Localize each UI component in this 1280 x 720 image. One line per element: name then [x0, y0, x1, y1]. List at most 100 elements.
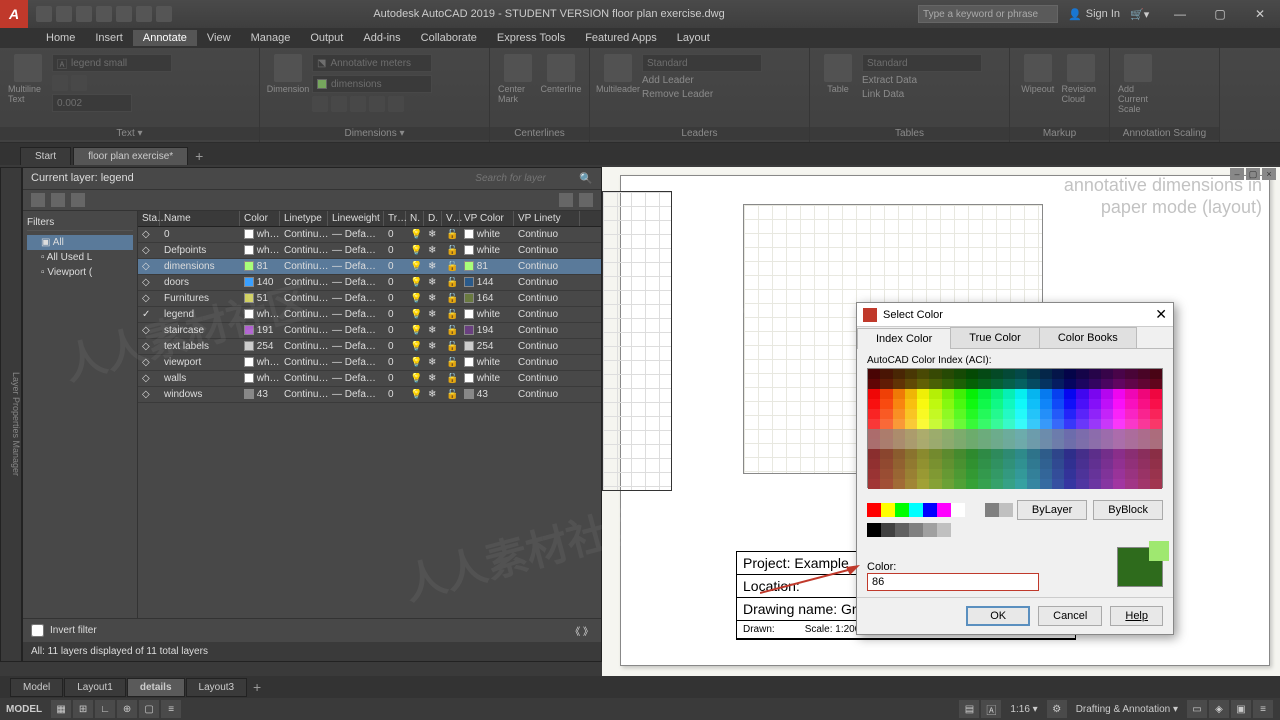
layer-row[interactable]: ◇Furnitures 51Continu…— Defa…0💡❄🔓 164Con… [138, 291, 601, 307]
layer-row[interactable]: ✓legend wh…Continu…— Defa…0💡❄🔓 whiteCont… [138, 307, 601, 323]
aci-swatch[interactable] [1003, 429, 1015, 439]
aci-swatch[interactable] [1150, 379, 1162, 389]
aci-swatch[interactable] [942, 439, 954, 449]
aci-swatch[interactable] [1125, 459, 1137, 469]
aci-swatch[interactable] [917, 379, 929, 389]
aci-swatch[interactable] [966, 469, 978, 479]
aci-swatch[interactable] [905, 469, 917, 479]
aci-swatch[interactable] [978, 369, 990, 379]
aci-swatch[interactable] [978, 419, 990, 429]
aci-swatch[interactable] [880, 449, 892, 459]
aci-swatch[interactable] [1113, 439, 1125, 449]
aci-swatch[interactable] [1064, 449, 1076, 459]
aci-swatch[interactable] [1101, 389, 1113, 399]
ribbon-tab-express[interactable]: Express Tools [487, 30, 575, 46]
add-doc-tab[interactable]: + [190, 147, 208, 165]
color-value-input[interactable] [867, 573, 1039, 591]
layout-tab-details[interactable]: details [127, 678, 185, 697]
aci-swatch[interactable] [942, 409, 954, 419]
aci-swatch[interactable] [1125, 479, 1137, 489]
aci-swatch[interactable] [978, 389, 990, 399]
aci-swatch[interactable] [917, 439, 929, 449]
aci-swatch[interactable] [966, 429, 978, 439]
mid-grays[interactable] [985, 503, 1013, 517]
sb-model[interactable]: MODEL [6, 704, 42, 715]
revcloud-button[interactable]: Revision Cloud [1062, 54, 1102, 104]
aci-swatch[interactable] [1015, 369, 1027, 379]
dim-tool3[interactable] [350, 96, 366, 112]
aci-swatch[interactable] [929, 369, 941, 379]
close-button[interactable]: ✕ [1240, 0, 1280, 28]
aci-swatch[interactable] [905, 389, 917, 399]
aci-swatch[interactable] [917, 429, 929, 439]
aci-swatch[interactable] [905, 479, 917, 489]
filter-viewport[interactable]: ▫ Viewport ( [27, 265, 133, 280]
aci-swatch[interactable] [893, 369, 905, 379]
aci-swatch[interactable] [1089, 479, 1101, 489]
aci-swatch[interactable] [1040, 459, 1052, 469]
aci-swatch[interactable] [1101, 399, 1113, 409]
aci-swatch[interactable] [893, 479, 905, 489]
std-color-swatch[interactable] [909, 503, 923, 517]
aci-swatch[interactable] [1015, 409, 1027, 419]
aci-swatch[interactable] [1040, 419, 1052, 429]
aci-swatch[interactable] [954, 429, 966, 439]
aci-swatch[interactable] [991, 379, 1003, 389]
dim-tool4[interactable] [369, 96, 385, 112]
aci-swatch[interactable] [1076, 369, 1088, 379]
aci-swatch[interactable] [868, 479, 880, 489]
aci-swatch[interactable] [893, 419, 905, 429]
aci-swatch[interactable] [1003, 459, 1015, 469]
dim-tool5[interactable] [388, 96, 404, 112]
aci-swatch[interactable] [1125, 439, 1137, 449]
aci-swatch[interactable] [1040, 479, 1052, 489]
aci-swatch[interactable] [880, 479, 892, 489]
aci-swatch[interactable] [1064, 389, 1076, 399]
layer-row[interactable]: ◇text labels 254Continu…— Defa…0💡❄🔓 254C… [138, 339, 601, 355]
gray-shades[interactable] [867, 523, 1163, 537]
exchange-icon[interactable]: 🛒▾ [1130, 8, 1160, 21]
aci-swatch[interactable] [1125, 469, 1137, 479]
aci-swatch[interactable] [991, 469, 1003, 479]
aci-swatch[interactable] [880, 369, 892, 379]
aci-swatch[interactable] [929, 469, 941, 479]
aci-swatch[interactable] [1015, 459, 1027, 469]
aci-swatch[interactable] [1027, 459, 1039, 469]
aci-swatch[interactable] [954, 399, 966, 409]
aci-swatch[interactable] [1150, 369, 1162, 379]
aci-swatch[interactable] [1003, 379, 1015, 389]
aci-swatch[interactable] [868, 419, 880, 429]
aci-swatch[interactable] [1150, 439, 1162, 449]
std-color-swatch[interactable] [937, 503, 951, 517]
aci-swatch[interactable] [991, 389, 1003, 399]
aci-swatch[interactable] [1064, 409, 1076, 419]
aci-swatch[interactable] [991, 479, 1003, 489]
tab-color-books[interactable]: Color Books [1039, 327, 1137, 348]
aci-swatch[interactable] [1076, 469, 1088, 479]
aci-swatch[interactable] [1089, 369, 1101, 379]
aci-swatch[interactable] [942, 399, 954, 409]
aci-swatch[interactable] [868, 389, 880, 399]
aci-swatch[interactable] [1076, 399, 1088, 409]
doc-tab-file[interactable]: floor plan exercise* [73, 147, 188, 165]
sb-custom-icon[interactable]: ≡ [1253, 700, 1273, 718]
new-layer-vp-icon[interactable] [51, 193, 65, 207]
aci-swatch[interactable] [1150, 399, 1162, 409]
layer-row[interactable]: ◇windows 43Continu…— Defa…0💡❄🔓 43Continu… [138, 387, 601, 403]
aci-swatch[interactable] [1113, 449, 1125, 459]
std-color-swatch[interactable] [881, 503, 895, 517]
aci-swatch[interactable] [1113, 459, 1125, 469]
aci-swatch[interactable] [1076, 429, 1088, 439]
aci-swatch[interactable] [1064, 399, 1076, 409]
aci-swatch[interactable] [1089, 379, 1101, 389]
signin-button[interactable]: 👤 Sign In [1058, 8, 1130, 21]
search-icon[interactable]: 🔍 [579, 172, 593, 185]
aci-swatch[interactable] [978, 399, 990, 409]
aci-swatch[interactable] [1064, 379, 1076, 389]
aci-swatch[interactable] [1040, 379, 1052, 389]
dim-layer-combo[interactable]: dimensions [312, 75, 432, 93]
ribbon-tab-annotate[interactable]: Annotate [133, 30, 197, 46]
aci-swatch[interactable] [917, 469, 929, 479]
aci-color-grid[interactable] [867, 368, 1163, 488]
add-leader-button[interactable]: Add Leader [642, 75, 762, 86]
